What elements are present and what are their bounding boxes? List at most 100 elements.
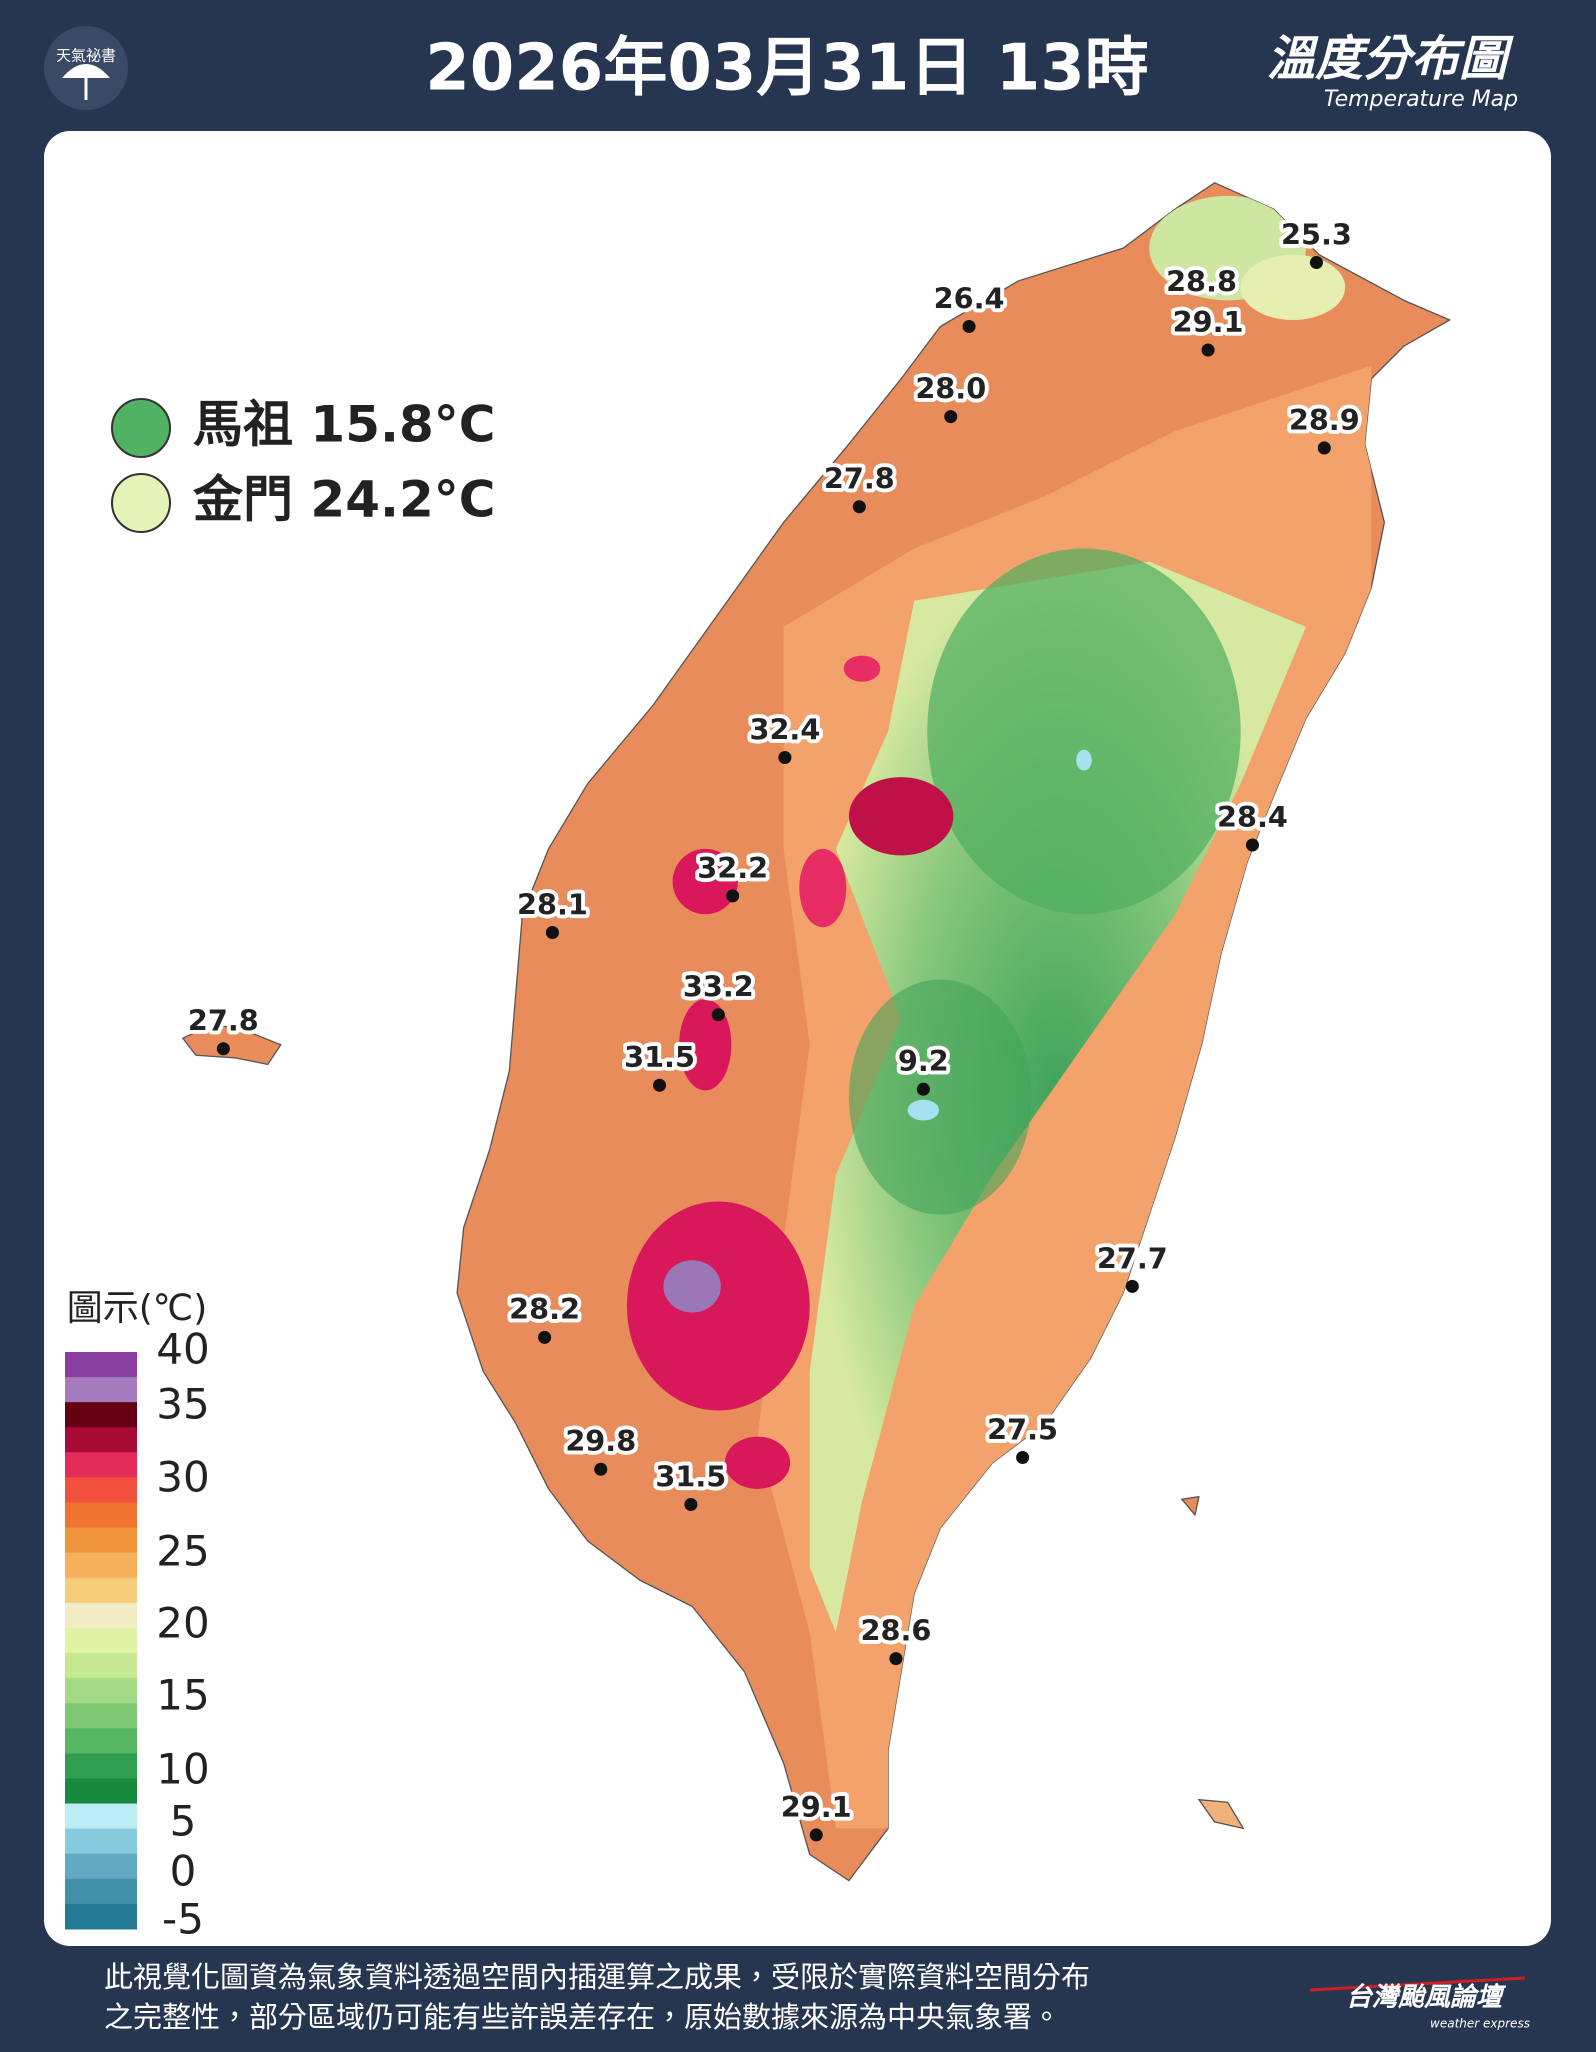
station-dot [1016,1450,1030,1465]
colorbar-tick-label: 40 [156,1325,209,1374]
island-label: 金門 24.2°C [193,471,495,529]
colorbar-tick-label: 0 [170,1847,197,1896]
colorbar-tick-label: -5 [162,1895,204,1944]
station-label: 28.9 [1289,403,1360,437]
station-label: 25.3 [1281,217,1352,251]
station-label: 27.5 [987,1412,1058,1446]
colorbar-swatch [65,1803,137,1830]
station-label: 32.4 [749,712,820,746]
map: 25.3 28.8 29.1 26.4 28.0 28.9 27.8 32.4 28.4 32.2… [181,182,1451,1882]
station-dot [809,1828,823,1842]
footer-line: 此視覺化圖資為氣象資料透過空間內插運算之成果，受限於實際資料空間分布 [104,1960,1090,1994]
colorbar-swatch [65,1903,137,1930]
colorbar-swatch [65,1427,137,1453]
colorbar-swatch [65,1828,137,1855]
colorbar-swatch [65,1477,137,1504]
colorbar-swatch [65,1653,137,1679]
station-label: 27.8 [824,462,895,496]
brand-line [1309,1976,1526,1992]
temperature-field [626,195,1372,1829]
station-label: 33.2 [683,970,754,1004]
colorbar-swatch [65,1878,137,1905]
colorbar-tick-label: 15 [156,1671,209,1720]
station-label: 29.8 [565,1424,636,1458]
station-label: 31.5 [655,1459,726,1493]
colorbar-swatch [65,1377,137,1403]
station-dot [1309,255,1323,270]
island-swatch [111,398,171,458]
colorbar-swatch [65,1778,137,1805]
station-label: 28.2 [509,1292,580,1326]
station-dot [889,1652,903,1666]
island-swatch [111,473,171,533]
station-dot [726,889,740,903]
colorbar-title: 圖示(℃) [67,1288,208,1329]
station-label: 27.7 [1097,1241,1168,1275]
station-label: 28.0 [915,371,986,405]
station-dot [711,1008,725,1022]
brand-sub: weather express [1430,2017,1530,2031]
station-dot [653,1078,667,1092]
colorbar-swatch [65,1627,137,1654]
colorbar-tick-label: 25 [156,1527,209,1576]
map-title: 溫度分布圖 [1267,31,1514,87]
station-label: 28.4 [1217,800,1288,834]
colorbar-swatch [65,1703,137,1729]
penghu [181,1025,282,1066]
station-label: 31.5 [624,1040,695,1074]
island-legend: 馬祖 15.8°C 金門 24.2°C [111,396,495,533]
station-label: 32.2 [697,851,768,885]
station-dot [594,1462,608,1476]
colorbar-swatch [65,1502,137,1529]
colorbar-tick-label: 30 [156,1453,209,1502]
station-dot [545,925,559,940]
station-dot [1125,1279,1139,1293]
station-label: 28.1 [517,887,588,921]
station-label: 26.4 [934,281,1005,315]
stations: 25.3 28.8 29.1 26.4 28.0 28.9 27.8 32.4 28.4 32.2… [184,213,1364,1842]
colorbar-tick-label: 20 [156,1599,209,1648]
station-dot [1201,343,1215,357]
green-island [1180,1495,1200,1517]
station-dot [778,750,792,765]
brand: 台灣颱風論壇 [1346,1983,1507,2013]
colorbar-swatch [65,1352,137,1378]
island-label: 馬祖 15.8°C [193,396,495,454]
station-dot [684,1497,698,1512]
station-label: 29.1 [781,1790,852,1824]
colorbar-swatch [65,1577,137,1604]
station-label: 28.8 [1166,264,1237,298]
colorbar-tick-label: 10 [156,1745,209,1794]
colorbar-swatch [65,1452,137,1478]
station-dot [1245,838,1259,852]
station-dot [852,500,866,514]
station-dot [944,410,958,424]
colorbar-swatch [65,1728,137,1754]
station-dot [538,1330,552,1344]
station-dot [916,1082,930,1096]
orchid-island [1197,1798,1245,1830]
title: 2026年03月31日 13時 [425,32,1149,106]
colorbar-swatch [65,1678,137,1704]
colorbar-swatch [65,1527,137,1554]
colorbar-swatch [65,1753,137,1779]
station-label: 9.2 [898,1044,949,1078]
footer-line: 之完整性，部分區域仍可能有些許誤差存在，原始數據來源為中央氣象署。 [104,2000,1061,2034]
logo-umbrella [62,64,110,78]
station-dot [962,319,976,334]
colorbar-swatch [65,1402,137,1428]
logo-text: 天氣祕書 [56,47,116,65]
station-dot [1317,441,1331,455]
colorbar-tick-label: 5 [170,1797,197,1846]
station-dot [216,1042,230,1056]
station-label: 29.1 [1173,305,1244,339]
colorbar-tick-label: 35 [156,1380,209,1429]
map-subtitle: Temperature Map [1324,87,1518,112]
colorbar-swatch [65,1853,137,1880]
station-label: 27.8 [188,1004,259,1038]
station-label: 28.6 [860,1614,931,1648]
colorbar-swatch [65,1552,137,1579]
colorbar-swatch [65,1602,137,1629]
